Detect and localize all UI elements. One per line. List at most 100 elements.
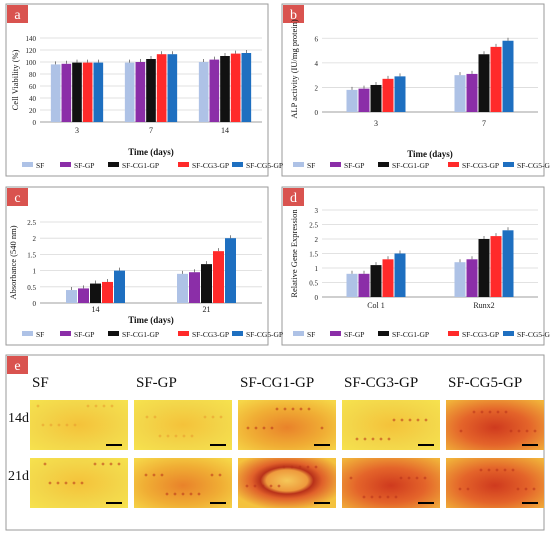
micrograph-speckle [197, 492, 201, 496]
legend-label: SF-GP [344, 161, 364, 170]
legend-label: SF-CG3-GP [462, 161, 499, 170]
panel-label-c-bg [7, 188, 28, 206]
legend-swatch [330, 331, 341, 336]
micrograph-speckle [424, 418, 428, 422]
legend-swatch [178, 162, 189, 167]
micrograph-speckle [415, 476, 419, 480]
micrograph-speckle [378, 495, 382, 499]
micrograph-speckle [517, 429, 521, 433]
micrograph-speckle [153, 415, 157, 419]
micrograph-image [342, 400, 440, 450]
legend-label: SF [36, 330, 44, 339]
legend-swatch [378, 331, 389, 336]
micrograph-speckle [152, 473, 156, 477]
micrograph-speckle [190, 434, 194, 438]
y-axis-label: ALP activity (IU/mg protein) [289, 19, 299, 119]
legend-swatch [448, 162, 459, 167]
micrograph-row-label: 21d [8, 469, 29, 484]
micrograph-speckle [109, 462, 113, 466]
micrograph-speckle [283, 407, 287, 411]
chart-c: 0 0.5 1 1.5 2 2.5 14 21 Absorbance (540 nm) Time … [8, 219, 283, 339]
micrograph-speckle [423, 476, 427, 480]
micrograph-speckle [511, 468, 515, 472]
panel-label-e-text: e [14, 359, 20, 374]
micrograph-speckle [392, 418, 396, 422]
micrograph-speckle [101, 462, 105, 466]
y-tick-label: 1.5 [27, 251, 36, 259]
y-tick-label: 20 [29, 107, 37, 115]
y-tick-label: 3 [315, 207, 319, 215]
bar-d-sf-runx2 [454, 262, 466, 297]
legend-label: SF-GP [74, 330, 94, 339]
bar-d-sf-cg3-gp-runx2 [490, 236, 502, 297]
bar-b-sf-cg5-gp-7 [502, 40, 514, 112]
micrograph-speckle [203, 415, 207, 419]
micrograph-speckle [472, 410, 476, 414]
legend-label: SF-CG1-GP [392, 161, 429, 170]
micrograph-speckle [102, 404, 106, 408]
panel-label-d: d [283, 188, 304, 206]
micrograph-speckle [269, 484, 273, 488]
micrograph-speckle [262, 426, 266, 430]
micrograph-speckle [487, 468, 491, 472]
bar-b-sf-gp-3 [358, 88, 370, 112]
micrograph-speckle [219, 415, 223, 419]
x-tick-label: 21 [203, 305, 211, 314]
bar-c-sf-cg1-gp-14 [90, 283, 101, 303]
x-axis-label: Time (days) [128, 147, 174, 157]
micrograph-speckle [245, 484, 249, 488]
legend-swatch [232, 331, 243, 336]
legend-label: SF-CG1-GP [392, 330, 429, 339]
bar-c-sf-cg1-gp-21 [201, 264, 212, 303]
panel-label-c-text: c [14, 191, 20, 206]
bar-a-sf-cg3-gp-7 [156, 54, 167, 123]
micrograph-speckle [218, 473, 222, 477]
micrograph-speckle [56, 481, 60, 485]
y-tick-label: 0.5 [27, 284, 36, 292]
bar-a-sf-gp-3 [61, 63, 72, 122]
bar-a-sf-cg1-gp-7 [146, 59, 156, 122]
micrograph-speckle [525, 429, 529, 433]
micrograph-speckle [110, 404, 114, 408]
y-tick-label: 0 [315, 294, 319, 302]
micrograph-speckle [117, 462, 121, 466]
micrograph-speckle [394, 495, 398, 499]
bar-b-sf-3 [346, 89, 358, 112]
micrograph-speckle [94, 404, 98, 408]
y-tick-label: 2.5 [27, 219, 36, 227]
legend-label: SF [307, 161, 315, 170]
x-tick-label: 14 [92, 305, 100, 314]
x-axis-label: Time (days) [128, 315, 174, 325]
micrograph-speckle [261, 484, 265, 488]
micrograph-speckle [254, 426, 258, 430]
bar-d-sf-cg3-gp-col-1 [382, 259, 394, 297]
legend-swatch [503, 331, 514, 336]
bar-a-sf-14 [198, 62, 209, 122]
micrograph-speckle [516, 487, 520, 491]
legend-swatch [378, 162, 389, 167]
legend-swatch [60, 331, 71, 336]
bar-c-sf-cg3-gp-14 [102, 281, 113, 303]
bar-d-sf-col-1 [346, 273, 358, 297]
micrograph-column-label: SF-CG1-GP [240, 375, 314, 391]
micrograph-column-label: SF [32, 375, 49, 391]
micrograph-speckle [93, 462, 97, 466]
legend-label: SF-CG5-GP [517, 161, 550, 170]
micrograph-speckle [36, 404, 40, 408]
y-tick-label: 0 [33, 300, 37, 308]
micrograph-speckle [370, 495, 374, 499]
x-tick-label: Col 1 [367, 301, 385, 310]
micrograph-speckle [509, 429, 513, 433]
y-tick-label: 140 [26, 35, 37, 43]
micrograph-column-label: SF-CG3-GP [344, 375, 418, 391]
micrograph-speckle [246, 426, 250, 430]
y-tick-label: 120 [26, 47, 37, 55]
chart-a: 0 20 40 60 80 100 120 140 3 7 14 Cell Viability (%)… [10, 35, 283, 170]
micrograph-speckle [407, 476, 411, 480]
micrograph-speckle [189, 492, 193, 496]
bar-c-sf-gp-21 [189, 272, 200, 303]
bar-d-sf-cg5-gp-col-1 [394, 253, 406, 297]
legend-label: SF-CG3-GP [192, 161, 229, 170]
bar-a-sf-cg3-gp-3 [82, 62, 93, 122]
panel-label-d-text: d [290, 191, 297, 206]
